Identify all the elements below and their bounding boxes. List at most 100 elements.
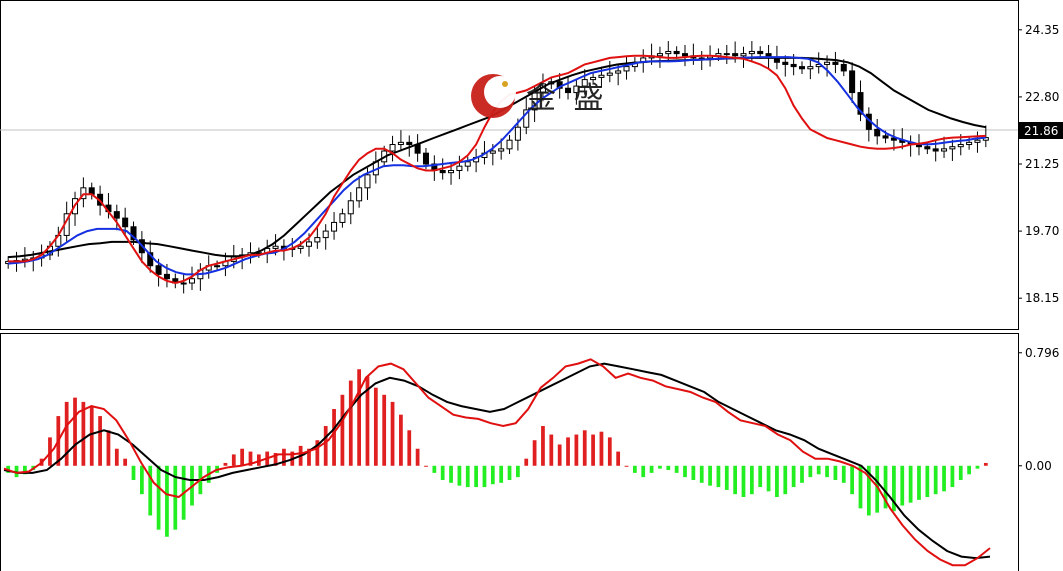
candle-body bbox=[949, 146, 956, 150]
candle-body bbox=[782, 61, 789, 65]
signal-line bbox=[3, 362, 991, 560]
candle-body bbox=[723, 53, 730, 56]
candle-body bbox=[397, 141, 404, 146]
candle-body bbox=[322, 230, 329, 239]
histogram-bar bbox=[791, 465, 796, 488]
ma-mid-line bbox=[8, 56, 986, 276]
histogram-bar bbox=[507, 465, 512, 480]
logo-dot bbox=[502, 81, 508, 87]
histogram-bar bbox=[950, 465, 955, 488]
candle-body bbox=[590, 76, 597, 81]
histogram-bar bbox=[139, 465, 144, 495]
histogram-bar bbox=[674, 465, 679, 473]
histogram-bar bbox=[114, 448, 119, 466]
histogram-bar bbox=[323, 426, 328, 466]
candle-body bbox=[163, 273, 170, 280]
candle-body bbox=[155, 265, 162, 275]
histogram-bar bbox=[566, 437, 570, 466]
watermark-text: 金 盛 bbox=[526, 81, 608, 116]
histogram-bar bbox=[432, 465, 437, 473]
histogram-bar bbox=[983, 462, 988, 466]
candle-body bbox=[130, 226, 137, 241]
histogram-bar bbox=[699, 465, 704, 483]
histogram-bar bbox=[399, 414, 403, 466]
candle-body bbox=[941, 148, 948, 152]
histogram-bar bbox=[683, 465, 687, 478]
histogram-bar bbox=[340, 394, 345, 466]
histogram-bar bbox=[599, 431, 604, 466]
histogram-bar bbox=[415, 448, 420, 466]
indicator-panel-frame bbox=[0, 333, 1019, 571]
histogram-bar bbox=[892, 465, 896, 512]
candlestick-series bbox=[5, 41, 989, 294]
histogram-bar bbox=[499, 465, 504, 483]
candle-body bbox=[606, 72, 613, 76]
candle-body bbox=[615, 70, 622, 74]
candle-body bbox=[122, 217, 129, 228]
indicator-tick-label: 0.796 bbox=[1025, 346, 1059, 360]
histogram-bar bbox=[173, 465, 178, 530]
histogram-bar bbox=[866, 465, 871, 516]
histogram-bar bbox=[348, 380, 353, 466]
histogram-bar bbox=[733, 465, 738, 495]
histogram-bar bbox=[332, 408, 336, 466]
candle-body bbox=[665, 50, 672, 55]
candle-body bbox=[389, 144, 396, 152]
histogram-bar bbox=[474, 465, 478, 488]
price-tick-label: 24.35 bbox=[1025, 23, 1059, 37]
candle-body bbox=[189, 278, 196, 284]
histogram-bar bbox=[591, 434, 595, 466]
histogram-bar bbox=[532, 440, 537, 466]
histogram-bar bbox=[942, 465, 946, 492]
histogram-bar bbox=[490, 465, 495, 485]
histogram-bar bbox=[708, 465, 712, 486]
indicator-tick-label: 0.00 bbox=[1025, 459, 1052, 473]
candle-body bbox=[790, 63, 797, 68]
candle-body bbox=[113, 211, 120, 219]
candle-body bbox=[882, 135, 889, 139]
candle-body bbox=[957, 144, 964, 148]
histogram-bar bbox=[282, 448, 286, 466]
histogram-bar bbox=[81, 401, 86, 466]
candle-body bbox=[80, 187, 87, 200]
candle-body bbox=[356, 187, 363, 202]
candle-body bbox=[924, 146, 931, 150]
candle-body bbox=[598, 74, 605, 78]
histogram-bar bbox=[89, 406, 94, 466]
candle-body bbox=[573, 85, 580, 94]
candle-body bbox=[798, 66, 805, 70]
histogram-bar bbox=[775, 465, 779, 498]
histogram-bar bbox=[582, 430, 587, 466]
histogram-bar bbox=[574, 434, 579, 466]
price-tag bbox=[1019, 122, 1063, 139]
histogram-bar bbox=[424, 465, 428, 467]
histogram-bar bbox=[724, 465, 729, 490]
histogram-bar bbox=[440, 465, 445, 480]
indicator-axis: 0.796 0.00 bbox=[1018, 346, 1059, 473]
histogram-bar bbox=[549, 434, 554, 466]
candle-body bbox=[448, 169, 455, 174]
candle-body bbox=[272, 245, 279, 249]
candle-body bbox=[932, 148, 939, 152]
histogram-bar bbox=[273, 453, 278, 466]
histogram-bar bbox=[691, 465, 696, 480]
histogram-bar bbox=[666, 465, 671, 471]
histogram-bar bbox=[98, 416, 102, 466]
macd-histogram bbox=[6, 369, 988, 537]
candle-body bbox=[757, 50, 764, 55]
histogram-bar bbox=[123, 458, 128, 466]
candle-body bbox=[890, 137, 897, 141]
candle-body bbox=[514, 126, 521, 141]
histogram-bar bbox=[808, 465, 813, 478]
histogram-bar bbox=[833, 465, 838, 480]
histogram-bar bbox=[933, 465, 938, 495]
candle-body bbox=[807, 66, 814, 70]
histogram-bar bbox=[658, 465, 662, 469]
histogram-bar bbox=[749, 465, 754, 495]
histogram-bar bbox=[557, 444, 562, 466]
price-panel-frame bbox=[0, 0, 1019, 330]
candle-body bbox=[974, 139, 981, 143]
candle-body bbox=[506, 139, 513, 150]
candle-body bbox=[331, 221, 338, 232]
histogram-bar bbox=[632, 465, 637, 473]
